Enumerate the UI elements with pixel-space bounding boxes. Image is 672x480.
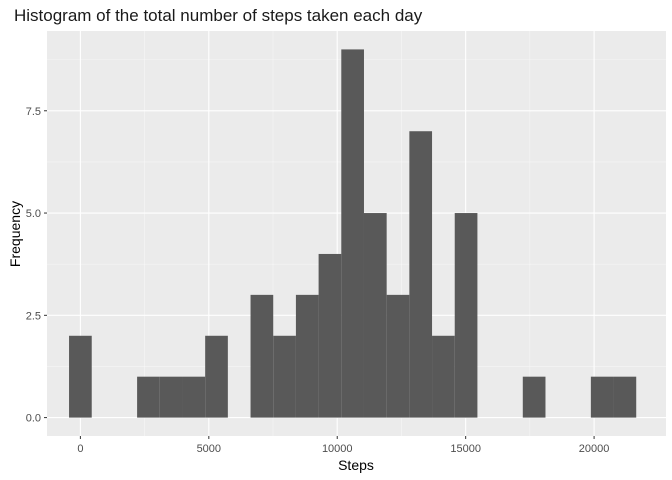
y-axis-tick-labels: 0.0 2.5 5.0 7.5 (26, 106, 41, 425)
histogram-bars (69, 49, 637, 418)
histogram-bar (454, 213, 478, 418)
x-tick-label: 15000 (450, 443, 481, 455)
x-axis-tick-labels: 0 5000 10000 15000 20000 (77, 443, 609, 455)
histogram-bar (363, 213, 387, 418)
histogram-bar (432, 335, 455, 418)
x-tick-label: 10000 (322, 443, 353, 455)
histogram-bar (205, 335, 228, 418)
y-axis-title: Frequency (7, 201, 23, 267)
y-tick-label: 0.0 (26, 413, 41, 425)
histogram-bar (182, 376, 206, 418)
histogram-bar (273, 335, 296, 418)
axis-ticks (44, 110, 595, 439)
histogram-bar (386, 294, 410, 418)
histogram-bar (522, 376, 546, 418)
histogram-bar (137, 376, 160, 418)
histogram-bar (613, 376, 637, 418)
histogram-bar (295, 294, 319, 418)
histogram-bar (159, 376, 183, 418)
histogram-bar (590, 376, 614, 418)
y-tick-label: 2.5 (26, 310, 41, 322)
histogram-bar (341, 49, 364, 418)
chart-title: Histogram of the total number of steps t… (14, 6, 423, 25)
histogram-bar (409, 131, 433, 418)
x-tick-label: 5000 (197, 443, 221, 455)
x-tick-label: 0 (77, 443, 83, 455)
histogram-bar (318, 253, 342, 418)
y-tick-label: 5.0 (26, 208, 41, 220)
x-tick-label: 20000 (579, 443, 610, 455)
histogram-bar (69, 335, 92, 418)
y-tick-label: 7.5 (26, 106, 41, 118)
x-axis-title: Steps (338, 457, 374, 473)
histogram-bar (250, 294, 274, 418)
